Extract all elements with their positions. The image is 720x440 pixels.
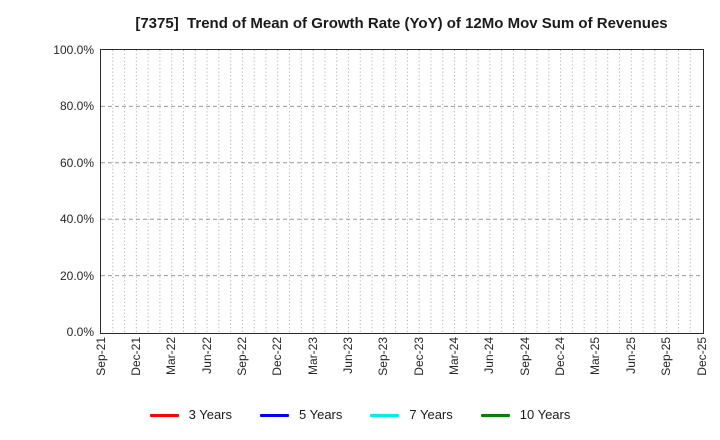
legend-label: 3 Years <box>188 407 232 422</box>
x-tick-label: Mar-23 <box>305 337 320 376</box>
x-tick-label: Jun-25 <box>623 337 638 374</box>
legend-label: 5 Years <box>299 407 343 422</box>
x-tick-label: Dec-25 <box>694 337 709 376</box>
x-tick-label: Mar-24 <box>447 337 462 376</box>
legend-item: 10 Years <box>480 407 571 423</box>
legend-line-swatch <box>260 413 289 417</box>
x-tick-label: Jun-23 <box>340 337 355 374</box>
x-tick-label: Dec-23 <box>411 337 426 376</box>
legend-line-swatch <box>370 413 400 417</box>
x-tick-label: Dec-21 <box>128 337 143 376</box>
chart-title: [7375] Trend of Mean of Growth Rate (YoY… <box>135 15 668 32</box>
legend-item: 5 Years <box>260 407 342 423</box>
gridlines <box>101 50 702 332</box>
legend-label: 10 Years <box>519 407 571 422</box>
x-tick-label: Dec-22 <box>270 337 285 376</box>
y-tick-label: 60.0% <box>59 155 94 170</box>
legend: 3 Years 5 Years 7 Years 10 Years <box>0 405 720 425</box>
y-tick-label: 40.0% <box>59 212 94 227</box>
x-tick-label: Jun-24 <box>482 337 497 374</box>
x-tick-label: Sep-24 <box>517 337 532 376</box>
legend-item: 7 Years <box>370 407 453 423</box>
x-tick-label: Sep-21 <box>93 337 108 376</box>
y-tick-label: 20.0% <box>59 268 94 283</box>
legend-label: 7 Years <box>409 407 453 422</box>
y-tick-label: 0.0% <box>66 325 94 339</box>
legend-item: 3 Years <box>149 407 232 423</box>
x-tick-label: Mar-22 <box>164 337 179 376</box>
x-tick-label: Sep-23 <box>376 337 391 376</box>
y-tick-label: 100.0% <box>53 43 94 57</box>
x-tick-label: Dec-24 <box>553 337 568 376</box>
legend-line-swatch <box>480 413 510 417</box>
x-tick-label: Sep-22 <box>234 337 249 376</box>
legend-line-swatch <box>149 413 179 417</box>
y-tick-label: 80.0% <box>59 99 94 114</box>
x-tick-label: Jun-22 <box>199 337 214 374</box>
x-tick-label: Sep-25 <box>659 337 674 376</box>
x-tick-label: Mar-25 <box>588 337 603 376</box>
plot-area <box>100 49 704 334</box>
